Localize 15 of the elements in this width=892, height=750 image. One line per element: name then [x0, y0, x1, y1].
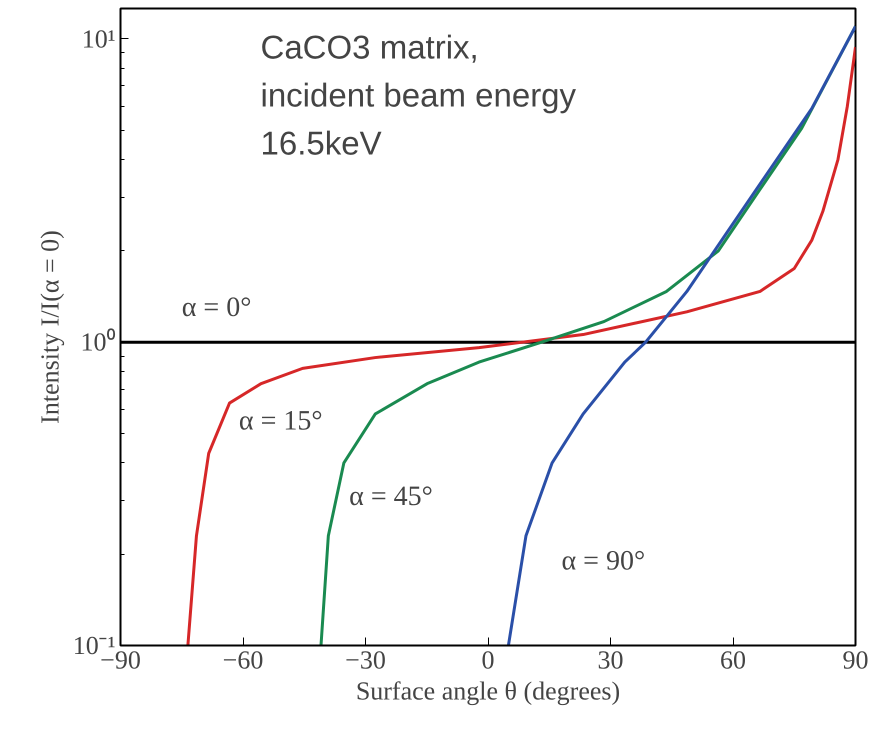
y-tick-label: 10¹ — [82, 24, 116, 54]
series-label: α = 45° — [349, 480, 433, 512]
y-axis-title: Intensity I/I(α = 0) — [36, 230, 65, 424]
x-axis-title: Surface angle θ (degrees) — [356, 676, 620, 706]
annotation: CaCO3 matrix, incident beam energy 16.5keV — [260, 28, 577, 162]
x-tick-label: −30 — [345, 646, 386, 674]
x-tick-label: −60 — [222, 646, 264, 674]
series-label: α = 15° — [238, 405, 323, 436]
y-tick-label: 10⁰ — [80, 328, 116, 357]
x-tick-label: 0 — [482, 646, 494, 674]
x-tick-label: 30 — [598, 646, 624, 674]
series-label: α = 90° — [562, 545, 646, 576]
series-label: α = 0° — [182, 292, 252, 324]
x-tick-label: 60 — [720, 646, 746, 674]
x-tick-label: 90 — [842, 646, 868, 674]
